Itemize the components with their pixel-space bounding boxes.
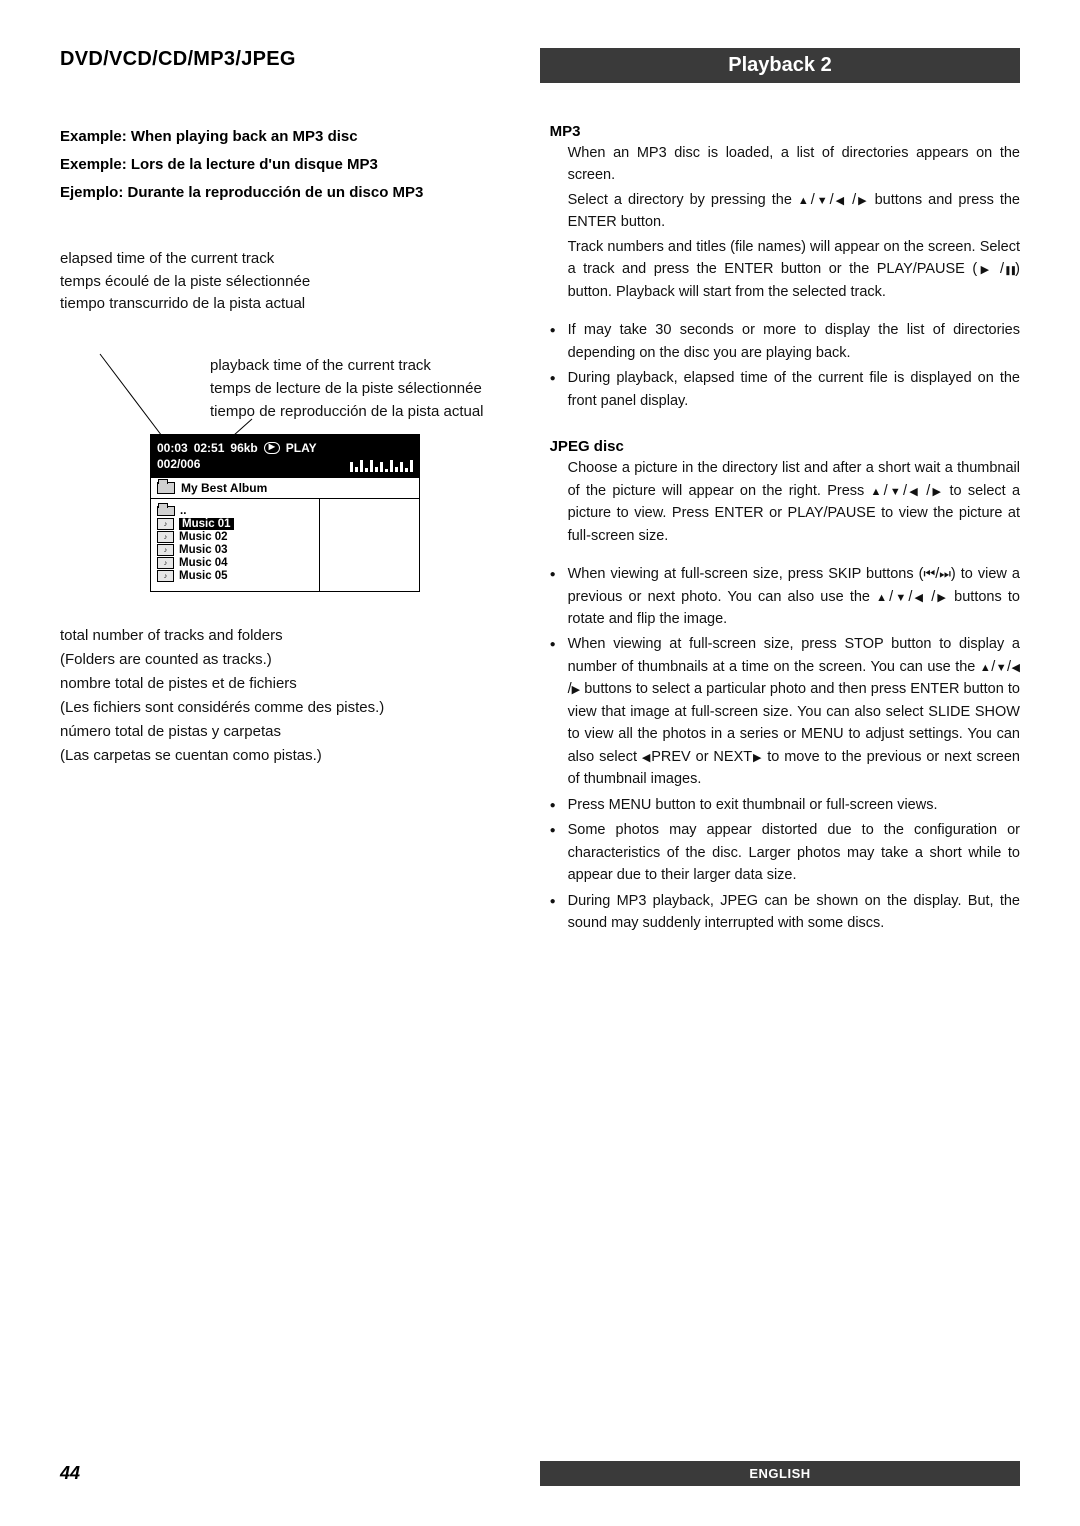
osd-track-label: Music 03 bbox=[179, 544, 228, 556]
play-icon bbox=[977, 261, 992, 277]
playbacktime-es: tiempo de reproducción de la pista actua… bbox=[210, 400, 502, 423]
music-file-icon: ♪ bbox=[157, 557, 174, 569]
down-arrow-icon bbox=[995, 659, 1007, 675]
down-arrow-icon bbox=[893, 589, 908, 605]
down-arrow-icon bbox=[888, 483, 903, 499]
example-block: Example: When playing back an MP3 disc E… bbox=[60, 123, 502, 206]
elapsed-label-block: elapsed time of the current track temps … bbox=[60, 248, 502, 316]
osd-track-label: Music 04 bbox=[179, 557, 228, 569]
page-footer: 44 ENGLISH bbox=[60, 1461, 1020, 1486]
folder-icon bbox=[157, 506, 175, 516]
page-number: 44 bbox=[60, 1463, 80, 1484]
mp3-bullet-1: If may take 30 seconds or more to displa… bbox=[550, 319, 1020, 364]
osd-track-item: ♪ Music 02 bbox=[157, 531, 313, 544]
osd-album-name: My Best Album bbox=[181, 481, 267, 495]
down-arrow-icon bbox=[815, 192, 830, 208]
playbacktime-en: playback time of the current track bbox=[210, 354, 502, 377]
right-arrow-icon bbox=[572, 681, 581, 697]
elapsed-fr: temps écoulé de la piste sélectionnée bbox=[60, 271, 502, 294]
right-arrow-icon bbox=[930, 483, 943, 499]
play-icon: ▶ bbox=[264, 442, 280, 454]
jpeg-bullet-3: Press MENU button to exit thumbnail or f… bbox=[550, 794, 1020, 816]
osd-track-item: ♪ Music 04 bbox=[157, 557, 313, 570]
osd-bitrate: 96kb bbox=[230, 440, 257, 456]
left-column: Example: When playing back an MP3 disc E… bbox=[60, 123, 502, 938]
total-en2: (Folders are counted as tracks.) bbox=[60, 648, 502, 672]
playback-title-box: Playback 2 bbox=[540, 48, 1020, 83]
mp3-para-1: When an MP3 disc is loaded, a list of di… bbox=[568, 142, 1020, 187]
right-arrow-icon bbox=[856, 192, 868, 208]
osd-top-bar: 00:03 02:51 96kb ▶ PLAY 002/006 bbox=[151, 435, 419, 477]
osd-album-row: My Best Album bbox=[151, 477, 419, 499]
equalizer-icon bbox=[350, 460, 413, 472]
example-fr: Exemple: Lors de la lecture d'un disque … bbox=[60, 151, 502, 179]
right-arrow-icon bbox=[752, 749, 762, 765]
mp3-bullets: If may take 30 seconds or more to displa… bbox=[550, 319, 1020, 412]
example-en: Example: When playing back an MP3 disc bbox=[60, 123, 502, 151]
osd-screen: 00:03 02:51 96kb ▶ PLAY 002/006 My Best … bbox=[150, 434, 420, 592]
osd-body: .. ♪Music 01♪Music 02♪Music 03♪Music 04♪… bbox=[151, 499, 419, 591]
jpeg-heading: JPEG disc bbox=[550, 438, 1020, 455]
music-file-icon: ♪ bbox=[157, 531, 174, 543]
left-arrow-icon bbox=[907, 483, 920, 499]
mp3-heading: MP3 bbox=[550, 123, 1020, 140]
up-dots: .. bbox=[180, 505, 186, 517]
left-arrow-icon bbox=[1011, 659, 1020, 675]
elapsed-en: elapsed time of the current track bbox=[60, 248, 502, 271]
left-arrow-icon bbox=[834, 192, 846, 208]
osd-track-label: Music 01 bbox=[179, 518, 234, 530]
jpeg-bullet-2: When viewing at full-screen size, press … bbox=[550, 633, 1020, 790]
osd-elapsed: 00:03 bbox=[157, 440, 188, 456]
manual-page: DVD/VCD/CD/MP3/JPEG Playback 2 Example: … bbox=[0, 0, 1080, 978]
example-es: Ejemplo: Durante la reproducción de un d… bbox=[60, 179, 502, 207]
total-es2: (Las carpetas se cuentan como pistas.) bbox=[60, 744, 502, 768]
osd-preview-pane bbox=[319, 499, 419, 591]
music-file-icon: ♪ bbox=[157, 518, 174, 530]
up-arrow-icon bbox=[871, 483, 884, 499]
content-columns: Example: When playing back an MP3 disc E… bbox=[60, 123, 1020, 938]
left-arrow-icon bbox=[642, 749, 651, 765]
left-arrow-icon bbox=[912, 589, 925, 605]
osd-track-label: Music 02 bbox=[179, 531, 228, 543]
jpeg-para-1: Choose a picture in the directory list a… bbox=[568, 457, 1020, 547]
total-es: número total de pistas y carpetas bbox=[60, 720, 502, 744]
folder-icon bbox=[157, 482, 175, 494]
mp3-bullet-2: During playback, elapsed time of the cur… bbox=[550, 367, 1020, 412]
music-file-icon: ♪ bbox=[157, 570, 174, 582]
skip-prev-icon bbox=[923, 566, 935, 582]
total-label-block: total number of tracks and folders (Fold… bbox=[60, 624, 502, 768]
music-file-icon: ♪ bbox=[157, 544, 174, 556]
playbacktime-fr: temps de lecture de la piste sélectionné… bbox=[210, 377, 502, 400]
total-fr: nombre total de pistes et de fichiers bbox=[60, 672, 502, 696]
up-arrow-icon bbox=[798, 192, 811, 208]
osd-track-label: Music 05 bbox=[179, 570, 228, 582]
osd-play-label: PLAY bbox=[286, 440, 317, 456]
header-row: DVD/VCD/CD/MP3/JPEG Playback 2 bbox=[60, 48, 1020, 83]
playbacktime-label-block: playback time of the current track temps… bbox=[210, 354, 502, 424]
language-label: ENGLISH bbox=[540, 1461, 1020, 1486]
up-arrow-icon bbox=[876, 589, 889, 605]
osd-track-list: .. ♪Music 01♪Music 02♪Music 03♪Music 04♪… bbox=[151, 499, 319, 591]
jpeg-bullet-4: Some photos may appear distorted due to … bbox=[550, 819, 1020, 886]
osd-track-item: ♪ Music 01 bbox=[157, 518, 313, 531]
jpeg-bullet-1: When viewing at full-screen size, press … bbox=[550, 563, 1020, 630]
osd-track-item: ♪ Music 03 bbox=[157, 544, 313, 557]
up-arrow-icon bbox=[980, 659, 991, 675]
section-title: DVD/VCD/CD/MP3/JPEG bbox=[60, 48, 540, 71]
right-arrow-icon bbox=[935, 589, 948, 605]
mp3-para-2: Select a directory by pressing the // / … bbox=[568, 189, 1020, 234]
total-en: total number of tracks and folders bbox=[60, 624, 502, 648]
elapsed-es: tiempo transcurrido de la pista actual bbox=[60, 293, 502, 316]
pause-icon bbox=[1004, 261, 1015, 277]
jpeg-bullet-5: During MP3 playback, JPEG can be shown o… bbox=[550, 890, 1020, 935]
mp3-para-3: Track numbers and titles (file names) wi… bbox=[568, 236, 1020, 303]
jpeg-bullets: When viewing at full-screen size, press … bbox=[550, 563, 1020, 935]
osd-total: 02:51 bbox=[194, 440, 225, 456]
total-fr2: (Les fichiers sont considérés comme des … bbox=[60, 696, 502, 720]
osd-track-item: ♪ Music 05 bbox=[157, 570, 313, 583]
osd-diagram: 00:03 02:51 96kb ▶ PLAY 002/006 My Best … bbox=[150, 434, 502, 592]
skip-next-icon bbox=[939, 566, 951, 582]
right-column: MP3 When an MP3 disc is loaded, a list o… bbox=[550, 123, 1020, 938]
osd-up-folder: .. bbox=[157, 505, 313, 518]
